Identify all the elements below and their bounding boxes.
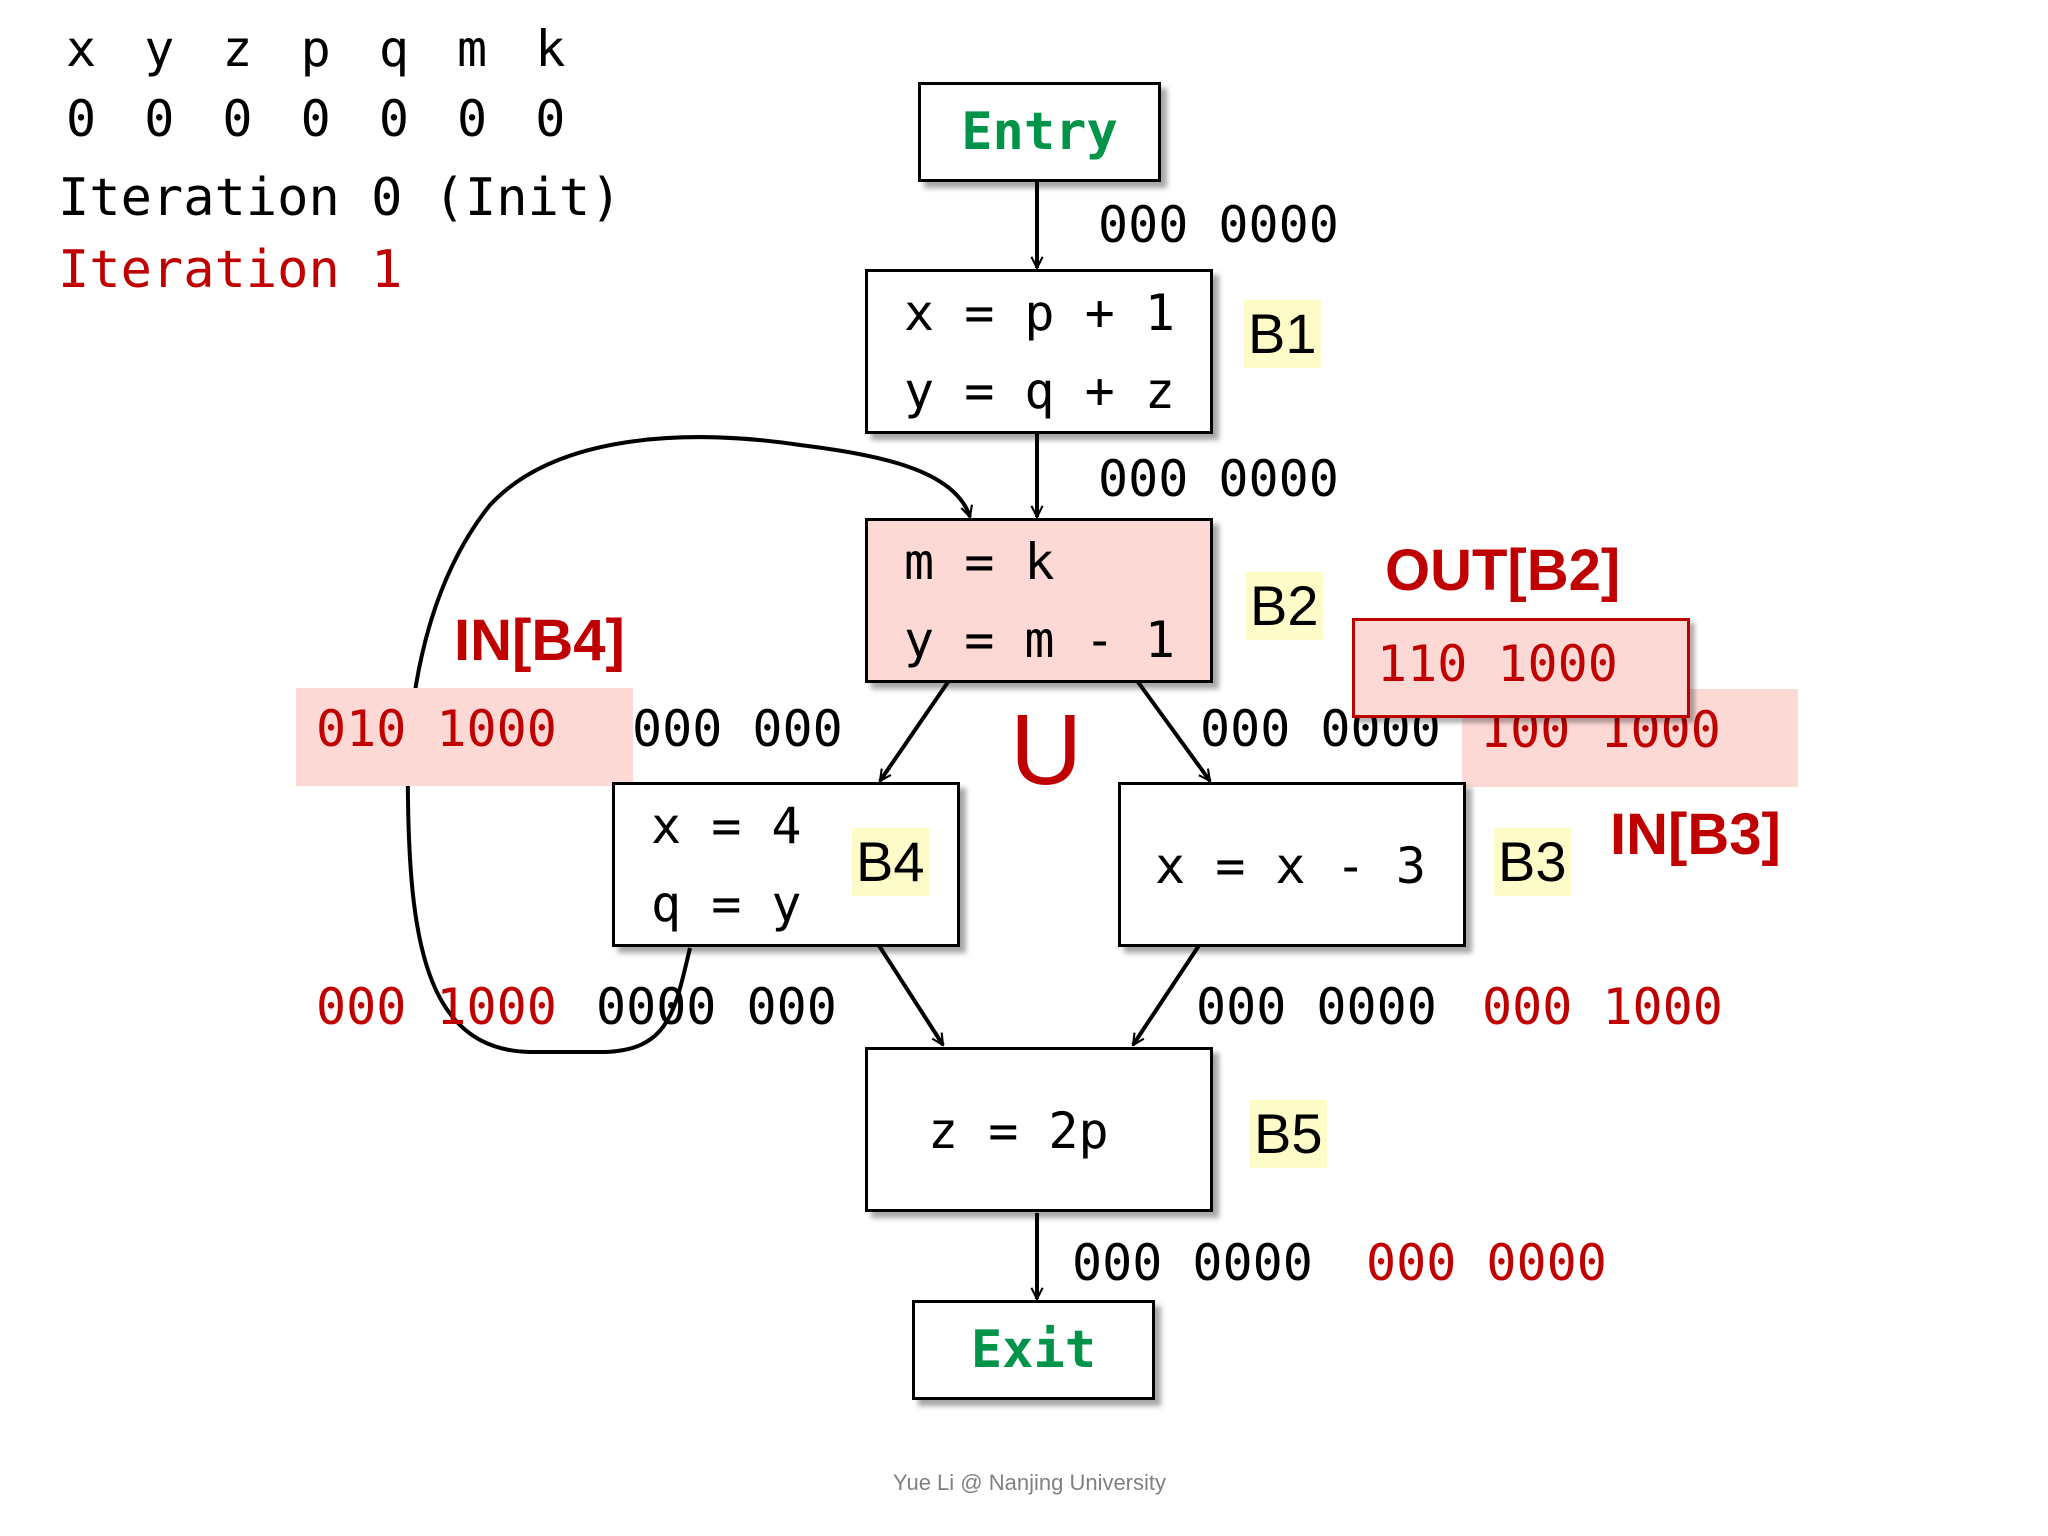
entry-node: Entry	[918, 82, 1161, 182]
b5-tag: B5	[1250, 1100, 1327, 1168]
bits-b3-b5-old: 000 0000	[1196, 978, 1437, 1036]
b2-line-1: m = k	[904, 533, 1055, 591]
b2-tag: B2	[1246, 572, 1323, 640]
block-b4: x = 4 q = y	[612, 782, 960, 947]
in-b3-label: IN[B3]	[1610, 802, 1781, 867]
b4-tag: B4	[852, 828, 929, 896]
b1-line-1: x = p + 1	[904, 284, 1175, 342]
bits-b4-b5-old: 0000 000	[596, 978, 837, 1036]
block-b5: z = 2p	[865, 1047, 1213, 1212]
block-b2: m = k y = m - 1	[865, 518, 1213, 683]
iteration-1-label: Iteration 1	[58, 240, 403, 300]
in-b4-label: IN[B4]	[454, 608, 625, 673]
block-b3: x = x - 3	[1118, 782, 1466, 947]
b1-tag: B1	[1244, 300, 1321, 368]
b4-line-1: x = 4	[651, 797, 802, 855]
bits-entry-b1: 000 0000	[1098, 196, 1339, 254]
bits-b1-b2: 000 0000	[1098, 450, 1339, 508]
bits-b5-exit-old: 000 0000	[1072, 1234, 1313, 1292]
b4-line-2: q = y	[651, 875, 802, 933]
edge-b4-b5	[876, 942, 945, 1045]
bits-b2-b4-old: 000 000	[632, 700, 843, 758]
initial-bit-vector: 0 0 0 0 0 0 0	[66, 90, 575, 148]
edge-b3-b5	[1131, 942, 1202, 1045]
in-b4-highlight: 010 1000	[296, 688, 633, 786]
union-symbol: U	[1010, 694, 1083, 806]
b3-line-1: x = x - 3	[1155, 837, 1426, 895]
variable-legend: x y z p q m k	[66, 20, 575, 78]
bits-b5-exit-new: 000 0000	[1366, 1234, 1607, 1292]
iteration-0-label: Iteration 0 (Init)	[58, 168, 622, 228]
edge-b2-b3	[1136, 680, 1212, 781]
footer-credit: Yue Li @ Nanjing University	[893, 1470, 1167, 1495]
out-b2-value: 110 1000	[1377, 635, 1618, 693]
edge-b4-b2-loop	[405, 435, 970, 1054]
b3-tag: B3	[1494, 828, 1571, 896]
block-b1: x = p + 1 y = q + z	[865, 269, 1213, 434]
in-b4-value: 010 1000	[316, 700, 557, 758]
edge-b2-b4	[878, 680, 950, 781]
exit-node: Exit	[912, 1300, 1155, 1400]
bits-b3-b5-new: 000 1000	[1482, 978, 1723, 1036]
b1-line-2: y = q + z	[904, 362, 1175, 420]
bits-b4-b5-new: 000 1000	[316, 978, 557, 1036]
out-b2-label: OUT[B2]	[1385, 538, 1621, 603]
b5-line-1: z = 2p	[928, 1102, 1109, 1160]
out-b2-box: 110 1000	[1352, 618, 1690, 718]
b2-line-2: y = m - 1	[904, 611, 1175, 669]
